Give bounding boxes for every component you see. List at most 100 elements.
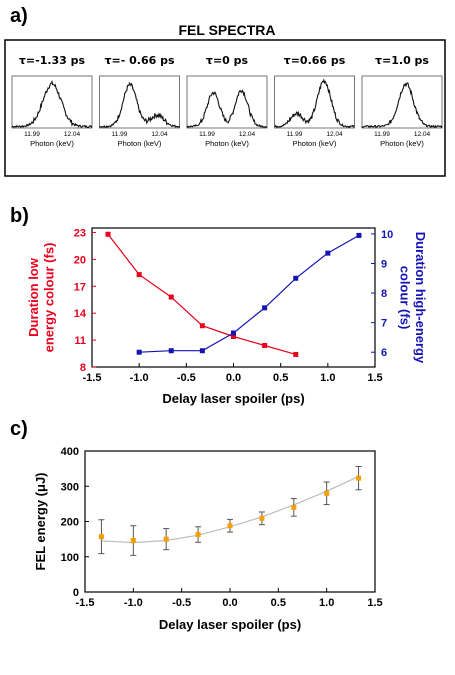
- y-tick-label: 11: [74, 335, 86, 347]
- spectrum-curve: [11, 80, 93, 129]
- x-tick-label: -1.5: [83, 372, 102, 384]
- data-point: [98, 534, 104, 540]
- series-point: [262, 305, 268, 311]
- spectrum-x-label: Photon (keV): [293, 139, 337, 148]
- y-axis-label: FEL energy (μJ): [33, 472, 48, 570]
- data-point: [130, 538, 136, 544]
- spectrum-tick-label: 12.04: [151, 131, 168, 138]
- series-line: [107, 233, 296, 355]
- panel-a-label: a): [10, 5, 28, 27]
- series-point: [231, 330, 236, 336]
- x-tick-label: 1.0: [320, 372, 335, 384]
- x-tick-label: 1.5: [367, 597, 382, 609]
- panel-c-label: c): [10, 418, 28, 440]
- data-point: [195, 532, 201, 538]
- spectrum-x-label: Photon (keV): [30, 139, 74, 148]
- y-tick-label: 100: [61, 552, 79, 564]
- panel-a-frame: [4, 39, 446, 177]
- x-axis-label: Delay laser spoiler (ps): [159, 617, 301, 632]
- spectrum-label: τ=0 ps: [206, 54, 249, 67]
- spectrum-tick-label: 12.04: [64, 131, 81, 138]
- y2-axis-label: Duration high-energycolour (fs): [397, 232, 428, 364]
- data-point: [227, 523, 233, 529]
- y-tick-label: 14: [74, 308, 87, 320]
- x-tick-label: 1.5: [367, 372, 382, 384]
- spectrum-frame: [361, 75, 443, 129]
- data-point: [324, 490, 330, 496]
- data-point: [259, 515, 265, 521]
- x-tick-label: 0.5: [271, 597, 286, 609]
- x-tick-label: 1.0: [319, 597, 334, 609]
- spectrum-frame: [11, 75, 93, 129]
- y2-tick-label: 6: [381, 347, 387, 359]
- series-point: [325, 250, 331, 256]
- x-tick-label: -1.0: [124, 597, 143, 609]
- spectrum-curve: [99, 81, 180, 129]
- spectrum-tick-label: 11.99: [374, 131, 390, 138]
- y-tick-label: 0: [73, 587, 79, 599]
- y-axis-label: Duration lowenergy colour (fs): [26, 243, 57, 353]
- energy-chart: -1.5 -1.0 -0.5 0.0 0.5 1.0 1.5 0 100 200 300 400 Del…: [33, 446, 383, 632]
- spectrum-frame: [99, 75, 180, 129]
- spectrum-x-label: Photon (keV): [118, 139, 162, 148]
- y-tick-label: 300: [61, 481, 79, 493]
- series-point: [105, 231, 111, 237]
- y-tick-label: 17: [74, 281, 86, 293]
- spectrum-curve: [186, 89, 268, 129]
- data-point: [356, 475, 362, 481]
- panel-a-title: FEL SPECTRA: [179, 22, 276, 38]
- y2-tick-label: 10: [381, 229, 393, 241]
- plot-frame: [91, 227, 376, 368]
- y-tick-label: 23: [74, 227, 86, 239]
- x-tick-label: 0.0: [226, 372, 241, 384]
- series-point: [293, 275, 299, 281]
- x-tick-label: -0.5: [172, 597, 191, 609]
- x-tick-label: -1.5: [76, 597, 95, 609]
- panel-b-label: b): [10, 205, 29, 227]
- y-tick-label: 8: [80, 362, 86, 374]
- x-tick-label: 0.0: [222, 597, 237, 609]
- series-point: [199, 323, 205, 329]
- series-point: [168, 348, 174, 354]
- y2-tick-label: 8: [381, 288, 387, 300]
- fit-curve: [101, 475, 359, 544]
- x-tick-label: 0.5: [273, 372, 288, 384]
- series-point: [356, 232, 362, 238]
- x-tick-label: -1.0: [130, 372, 149, 384]
- series-point: [231, 334, 236, 340]
- spectrum-frame: [186, 75, 268, 129]
- spectrum-label: τ=1.0 ps: [375, 54, 429, 67]
- spectrum-tick-label: 12.04: [414, 131, 431, 138]
- x-axis-label: Delay laser spoiler (ps): [162, 391, 304, 406]
- spectrum-tick-label: 12.04: [239, 131, 256, 138]
- x-tick-label: -0.5: [177, 372, 196, 384]
- spectrum-tick-label: 11.99: [287, 131, 303, 138]
- y2-tick-label: 9: [381, 258, 387, 270]
- data-point: [163, 536, 169, 542]
- spectrum-label: τ=0.66 ps: [284, 54, 346, 67]
- spectrum-tick-label: 11.99: [112, 131, 128, 138]
- spectrum-curve: [361, 82, 443, 129]
- spectrum-x-label: Photon (keV): [205, 139, 249, 148]
- spectrum-curve: [274, 78, 355, 129]
- series-point: [199, 348, 205, 354]
- y2-tick-label: 7: [381, 318, 387, 330]
- y-tick-label: 200: [61, 517, 79, 529]
- series-point: [262, 342, 268, 348]
- series-point: [293, 351, 299, 357]
- duration-chart: -1.5 -1.0 -0.5 0.0 0.5 1.0 1.5 8 11 14 17 20 23 6 7 8 9 1…: [26, 227, 428, 406]
- data-point: [291, 504, 297, 510]
- spectrum-frame: [274, 75, 355, 129]
- spectrum-x-label: Photon (keV): [380, 139, 424, 148]
- spectrum-label: τ=-1.33 ps: [19, 54, 86, 67]
- series-point: [136, 272, 142, 278]
- spectrum-label: τ=- 0.66 ps: [104, 54, 174, 67]
- y-tick-label: 400: [61, 446, 79, 458]
- spectrum-tick-label: 11.99: [24, 131, 40, 138]
- y-tick-label: 20: [74, 254, 86, 266]
- spectrum-tick-label: 12.04: [326, 131, 343, 138]
- series-line: [139, 234, 360, 353]
- series-point: [136, 349, 142, 355]
